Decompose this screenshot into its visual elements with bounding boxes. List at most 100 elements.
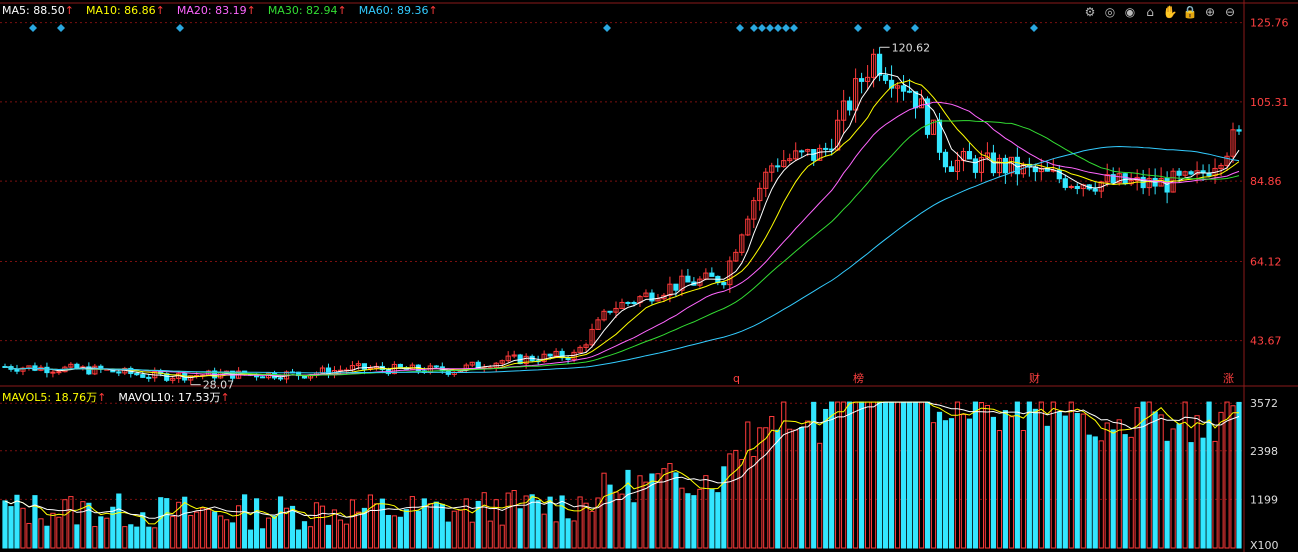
- volume-bar: [62, 499, 68, 549]
- volume-bar: [865, 401, 871, 549]
- settings-icon[interactable]: ⚙: [1084, 5, 1096, 19]
- candle-body: [1224, 155, 1230, 166]
- volume-bar: [1122, 434, 1128, 549]
- volume-bar: [583, 502, 589, 549]
- signal-diamond-icon: [57, 24, 65, 32]
- volume-bar: [1206, 401, 1212, 549]
- ma30-line: [4, 120, 1240, 376]
- volume-bar: [685, 493, 691, 549]
- candle-body: [811, 149, 817, 161]
- candle-body: [361, 363, 368, 370]
- candle-body: [685, 275, 691, 283]
- volume-bar: [829, 401, 835, 549]
- candle-body: [20, 367, 26, 372]
- volume-bar: [1218, 411, 1224, 549]
- candle-body: [1056, 169, 1062, 180]
- candle-body: [259, 376, 266, 379]
- volume-bar: [176, 501, 182, 549]
- volume-bar: [14, 494, 20, 549]
- volume-bar: [541, 513, 547, 549]
- candle-body: [781, 160, 787, 168]
- volume-bar: [8, 506, 14, 549]
- target-icon[interactable]: ◎: [1104, 5, 1116, 19]
- volume-bar: [152, 527, 158, 549]
- volume-bar: [295, 529, 302, 549]
- home-icon[interactable]: ⌂: [1146, 5, 1154, 19]
- volume-bar: [1080, 413, 1086, 549]
- volume-bar: [74, 524, 80, 549]
- volume-bar: [1194, 415, 1200, 549]
- candle-body: [1092, 188, 1098, 192]
- candle-body: [1116, 173, 1122, 184]
- candle-body: [805, 149, 811, 152]
- volume-bar: [1050, 401, 1056, 549]
- candle-body: [140, 374, 146, 378]
- volume-bar: [1068, 401, 1074, 549]
- volume-bar: [751, 455, 757, 549]
- volume-bar: [1146, 401, 1152, 549]
- candle-body: [1062, 178, 1068, 188]
- hand-icon[interactable]: ✋: [1162, 5, 1178, 19]
- candle-body: [613, 307, 619, 313]
- eye-icon[interactable]: ◉: [1124, 5, 1136, 19]
- volume-bar: [1014, 401, 1020, 549]
- volume-bar: [715, 492, 721, 549]
- candle-body: [589, 328, 595, 346]
- volume-bar: [56, 516, 62, 549]
- candle-body: [595, 319, 601, 330]
- volume-bar: [607, 484, 613, 549]
- volume-bar: [1230, 405, 1236, 549]
- volume-bar: [793, 429, 799, 549]
- volume-bar: [900, 401, 907, 549]
- low-label: 28.07: [203, 379, 235, 392]
- volume-bar: [1002, 410, 1008, 549]
- volume-bar: [301, 521, 308, 549]
- volume-bar: [421, 498, 427, 549]
- volume-bar: [469, 521, 475, 549]
- volume-bar: [631, 502, 637, 549]
- volume-bar: [20, 507, 26, 549]
- volume-bar: [403, 509, 409, 549]
- candle-body: [583, 344, 589, 348]
- volume-bar: [1038, 401, 1044, 549]
- lock-icon[interactable]: 🔒: [1182, 5, 1198, 19]
- volume-bar: [445, 521, 451, 549]
- up-arrow-icon: ↑: [155, 4, 165, 17]
- candle-body: [948, 166, 955, 172]
- candle-body: [709, 272, 715, 277]
- ma-legend-item: MA10: 86.86↑: [85, 4, 165, 17]
- volume-bar: [277, 496, 284, 549]
- volume-bar: [805, 420, 811, 549]
- ma-legend-item: MA5: 88.50↑: [2, 4, 74, 17]
- volume-bar: [571, 520, 577, 549]
- volume-bar: [128, 524, 134, 549]
- candle-body: [966, 151, 973, 160]
- volume-bar: [517, 508, 523, 549]
- signal-diamond-icon: [766, 24, 774, 32]
- candle-body: [900, 85, 907, 92]
- volume-bar: [451, 510, 457, 549]
- zoom-in-icon[interactable]: ⊕: [1204, 5, 1216, 19]
- volume-bar: [170, 516, 176, 549]
- volume-bar: [98, 516, 104, 549]
- volume-bar: [757, 427, 763, 549]
- zoom-out-icon[interactable]: ⊖: [1224, 5, 1236, 19]
- volume-bar: [511, 490, 517, 549]
- volume-bar: [876, 401, 883, 549]
- up-arrow-icon: ↑: [337, 4, 347, 17]
- volume-bar: [691, 495, 697, 549]
- candle-body: [870, 53, 877, 78]
- volume-bar: [427, 503, 433, 549]
- ma10-line: [4, 79, 1240, 377]
- volume-bar: [948, 418, 955, 549]
- volume-bar: [224, 519, 230, 549]
- volume-bar: [763, 427, 769, 549]
- volume-bar: [577, 496, 583, 549]
- volume-bar: [68, 496, 74, 549]
- volume-bar: [499, 524, 505, 549]
- candle-body: [787, 158, 793, 162]
- signal-diamond-icon: [854, 24, 862, 32]
- volume-bar: [110, 506, 116, 549]
- candle-body: [619, 301, 625, 309]
